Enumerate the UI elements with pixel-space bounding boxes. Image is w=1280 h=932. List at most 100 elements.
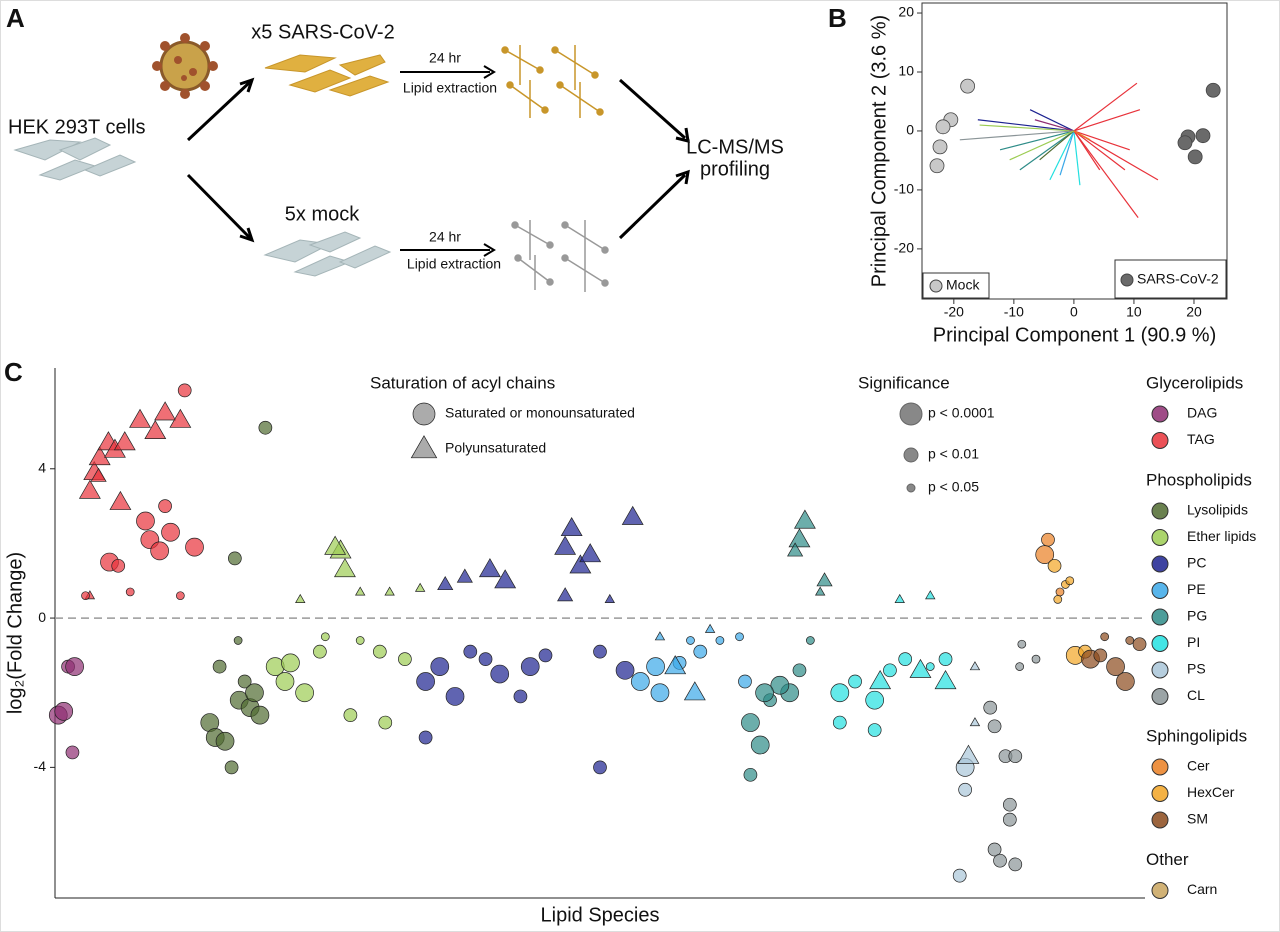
legend-swatch <box>929 279 943 293</box>
panel-a: A x5 SARS-CoV-2 HEK 293T cells 24 hr Lip… <box>6 3 784 292</box>
triangle-point <box>579 543 602 563</box>
circle-point <box>250 705 270 725</box>
legend-box <box>1114 259 1227 299</box>
circle-point <box>81 591 90 601</box>
circle-point <box>832 715 847 730</box>
lipids-mock <box>511 220 609 292</box>
circle-point <box>983 700 998 715</box>
loading-vector <box>1073 109 1141 132</box>
hek-cells <box>13 137 137 181</box>
triangle-point <box>969 661 981 671</box>
circle-point <box>741 713 760 732</box>
circle-point <box>867 723 882 737</box>
y-tick-label: 0 <box>906 122 914 138</box>
circle-point <box>792 663 807 678</box>
loading-vector <box>1073 130 1139 218</box>
legend-swatch <box>1151 582 1169 599</box>
circle-point <box>513 689 528 704</box>
legend-label: p < 0.05 <box>928 479 979 495</box>
circle-point <box>490 664 510 684</box>
legend-title: Saturation of acyl chains <box>370 373 555 392</box>
mock-label: 5x mock <box>285 203 360 225</box>
time-label: 24 hr <box>429 50 461 66</box>
legend-label: PS <box>1187 661 1206 677</box>
x-axis-label: Lipid Species <box>541 904 660 926</box>
circle-point <box>398 652 412 666</box>
legend-swatch <box>1151 529 1169 546</box>
loading-vector <box>1073 130 1101 171</box>
y-axis-label: log₂(Fold Change) <box>4 552 26 714</box>
legend-swatch <box>899 402 923 426</box>
circle-point <box>54 702 74 721</box>
circle-point <box>755 683 774 703</box>
legend-label: Lysolipids <box>1187 502 1248 518</box>
circle-point <box>1065 576 1075 586</box>
virus <box>152 33 218 99</box>
circle-point <box>372 644 387 659</box>
circle-point <box>233 636 243 645</box>
circle-point <box>111 558 126 573</box>
legend-swatch <box>1151 882 1169 899</box>
y-axis-label: Principal Component 2 (3.6 %) <box>868 15 890 287</box>
circle-point <box>1015 662 1025 671</box>
legend-label: CL <box>1187 687 1205 703</box>
circle-point <box>615 660 635 680</box>
circle-point <box>693 644 708 659</box>
circle-point <box>150 541 169 561</box>
circle-point <box>378 715 393 730</box>
legend-label: Carn <box>1187 881 1217 897</box>
circle-point <box>258 420 273 435</box>
circle-point <box>686 636 695 645</box>
extraction-label: Lipid extraction <box>407 256 501 272</box>
circle-point <box>1106 657 1125 676</box>
y-tick-label: -20 <box>894 240 914 256</box>
circle-point <box>1132 637 1147 652</box>
circle-point <box>185 537 204 557</box>
circle-point <box>865 690 885 710</box>
circle-point <box>1017 639 1027 649</box>
circle-point <box>1100 632 1110 642</box>
triangle-point <box>654 631 666 641</box>
y-tick-label: 10 <box>898 63 914 79</box>
triangle-point <box>154 401 177 421</box>
triangle-point <box>494 569 517 589</box>
output-label: LC-MS/MS <box>686 136 784 158</box>
triangle-point <box>894 593 905 603</box>
circle-point <box>215 731 235 751</box>
loading-vector <box>999 130 1075 151</box>
legend-label: Mock <box>946 277 980 293</box>
circle-point <box>463 644 478 659</box>
y-tick-label: 0 <box>38 609 46 625</box>
legend-label: DAG <box>1187 405 1217 421</box>
circle-point <box>275 672 295 691</box>
infected-label: x5 SARS-CoV-2 <box>251 21 394 43</box>
y-tick-label: 4 <box>38 459 46 475</box>
triangle-point <box>90 467 107 482</box>
legend-label: Cer <box>1187 758 1210 774</box>
circle-point <box>65 657 84 676</box>
plot-frame <box>921 2 1228 300</box>
circle-point <box>1041 532 1055 547</box>
panel-label: C <box>4 357 23 387</box>
output-label: profiling <box>700 158 770 180</box>
y-tick-label: 20 <box>898 4 914 20</box>
legend-swatch <box>906 483 916 493</box>
legend-label: Polyunsaturated <box>445 440 546 456</box>
circle-point <box>987 719 1002 734</box>
triangle-point <box>324 535 347 555</box>
circle-point <box>416 672 435 691</box>
loading-vector <box>1009 130 1075 161</box>
loading-vector <box>1073 130 1081 186</box>
circle-point <box>952 868 967 883</box>
point <box>929 158 945 174</box>
point <box>1187 149 1203 165</box>
circle-point <box>1008 857 1023 872</box>
triangle-point <box>557 587 574 602</box>
x-tick-label: -10 <box>1004 304 1024 320</box>
legend-label: HexCer <box>1187 784 1235 800</box>
legend-title: Significance <box>858 373 950 392</box>
triangle-point <box>560 516 583 537</box>
triangle-point <box>957 744 980 764</box>
legend-swatch <box>1151 555 1169 573</box>
